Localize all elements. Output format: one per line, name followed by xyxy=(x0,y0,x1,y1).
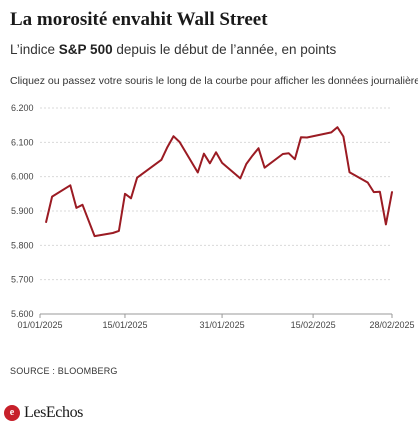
data-point[interactable] xyxy=(92,233,98,239)
x-tick-label: 15/02/2025 xyxy=(291,320,336,330)
data-point[interactable] xyxy=(213,149,219,155)
data-point[interactable] xyxy=(80,202,86,208)
data-point[interactable] xyxy=(110,230,116,236)
data-point[interactable] xyxy=(171,133,177,139)
data-point[interactable] xyxy=(328,129,334,135)
x-axis-labels: 01/01/2025 15/01/2025 31/01/2025 15/02/2025… xyxy=(17,320,414,330)
data-point[interactable] xyxy=(207,160,213,166)
data-point[interactable] xyxy=(122,191,128,197)
data-point[interactable] xyxy=(219,160,225,166)
x-tick-label: 28/02/2025 xyxy=(369,320,414,330)
les-echos-logo: e LesEchos xyxy=(4,404,83,422)
data-point[interactable] xyxy=(371,189,377,195)
data-point[interactable] xyxy=(304,135,310,141)
subtitle-prefix: L’indice xyxy=(10,42,59,57)
data-point[interactable] xyxy=(201,151,207,157)
y-axis-labels: 5.600 5.700 5.800 5.900 6.000 6.100 6.200 xyxy=(11,103,34,319)
data-point[interactable] xyxy=(340,134,346,140)
y-tick-label: 6.200 xyxy=(11,103,34,113)
data-point[interactable] xyxy=(383,221,389,227)
les-echos-logo-text: LesEchos xyxy=(24,404,84,421)
data-point[interactable] xyxy=(389,189,395,195)
data-point[interactable] xyxy=(347,169,353,175)
data-point[interactable] xyxy=(116,228,122,234)
data-point[interactable] xyxy=(177,139,183,145)
data-point[interactable] xyxy=(286,150,292,156)
data-point[interactable] xyxy=(280,151,286,157)
line-chart[interactable]: 5.600 5.700 5.800 5.900 6.000 6.100 6.200 01/0… xyxy=(0,95,418,330)
les-echos-logo-icon: e xyxy=(4,405,20,421)
y-tick-label: 5.800 xyxy=(11,240,34,250)
chart-title: La morosité envahit Wall Street xyxy=(10,9,268,30)
sp500-series-line[interactable] xyxy=(45,126,393,238)
data-point[interactable] xyxy=(195,170,201,176)
data-point[interactable] xyxy=(134,175,140,181)
y-tick-label: 6.000 xyxy=(11,172,34,182)
data-point[interactable] xyxy=(334,124,340,130)
data-point[interactable] xyxy=(49,194,55,200)
data-point[interactable] xyxy=(237,175,243,181)
data-point[interactable] xyxy=(365,180,371,186)
subtitle-index-name: S&P 500 xyxy=(58,42,113,57)
y-tick-label: 6.100 xyxy=(11,137,34,147)
series-layer[interactable] xyxy=(43,124,395,239)
chart-subtitle: L’indice S&P 500 depuis le début de l’an… xyxy=(10,42,336,57)
x-axis xyxy=(39,313,393,318)
data-point[interactable] xyxy=(158,157,164,163)
data-point[interactable] xyxy=(128,195,134,201)
data-point[interactable] xyxy=(243,161,249,167)
subtitle-suffix: depuis le début de l’année, en points xyxy=(112,42,337,57)
data-point[interactable] xyxy=(43,219,49,225)
x-tick-label: 15/01/2025 xyxy=(102,320,147,330)
y-tick-label: 5.700 xyxy=(11,275,34,285)
data-point[interactable] xyxy=(256,145,262,151)
data-point[interactable] xyxy=(298,134,304,140)
y-tick-label: 5.900 xyxy=(11,206,34,216)
y-tick-label: 5.600 xyxy=(11,309,34,319)
data-point[interactable] xyxy=(73,205,79,211)
data-point[interactable] xyxy=(249,153,255,159)
data-point[interactable] xyxy=(262,165,268,171)
data-point[interactable] xyxy=(164,144,170,150)
x-tick-label: 01/01/2025 xyxy=(17,320,62,330)
data-point[interactable] xyxy=(292,156,298,162)
chart-instructions: Cliquez ou passez votre souris le long d… xyxy=(10,75,418,87)
data-point[interactable] xyxy=(377,189,383,195)
x-tick-label: 31/01/2025 xyxy=(200,320,245,330)
source-note: SOURCE : BLOOMBERG xyxy=(10,366,118,376)
grid-lines xyxy=(40,107,392,281)
data-point[interactable] xyxy=(67,182,73,188)
